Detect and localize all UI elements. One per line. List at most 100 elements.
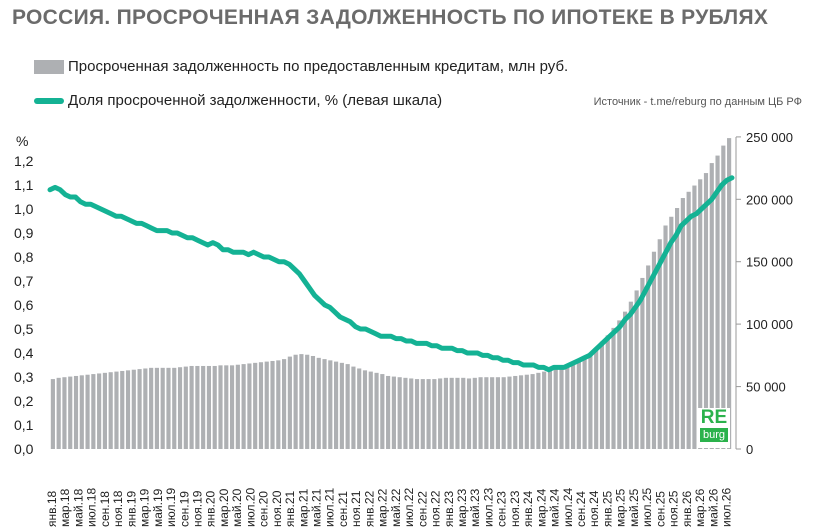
bar-mark — [466, 378, 472, 449]
bar-mark — [282, 359, 287, 449]
bar-mark — [582, 356, 587, 449]
legend-item-bars: Просроченная задолженность по предоставл… — [34, 58, 568, 75]
bar-mark — [189, 365, 194, 449]
x-tick-label: сен.24 — [574, 491, 588, 527]
x-tick-label: мар.20 — [217, 488, 231, 527]
left-tick-label: 1,2 — [14, 153, 34, 169]
x-tick-label: май.23 — [468, 488, 482, 527]
legend-swatch-line — [34, 97, 64, 104]
bar-mark — [183, 366, 188, 449]
bar-mark — [229, 365, 235, 449]
bar-mark — [651, 251, 657, 449]
bar-mark — [102, 372, 107, 449]
x-tick-label: июл.21 — [323, 488, 337, 527]
x-tick-label: янв.20 — [204, 490, 218, 527]
x-tick-label: июл.22 — [402, 488, 416, 527]
right-tick-label: 150 000 — [746, 255, 793, 270]
chart-title: РОССИЯ. ПРОСРОЧЕННАЯ ЗАДОЛЖЕННОСТЬ ПО ИП… — [12, 6, 769, 29]
bar-mark — [518, 375, 524, 449]
right-tick-label: 100 000 — [746, 317, 793, 332]
bar-mark — [247, 363, 252, 449]
x-tick-label: май.22 — [389, 488, 403, 527]
x-tick-label: мар.19 — [138, 488, 152, 527]
bar-mark — [97, 373, 102, 449]
bar-mark — [334, 361, 339, 449]
bar-mark — [299, 354, 304, 449]
bar-mark — [339, 362, 344, 449]
bar-mark — [108, 372, 113, 449]
x-tick-label: янв.18 — [45, 490, 59, 527]
bar-mark — [310, 355, 316, 449]
bar-mark — [513, 375, 518, 449]
bar-mark — [235, 364, 240, 449]
bar-mark — [131, 369, 136, 449]
bar-mark — [698, 179, 703, 450]
bar-mark — [125, 370, 131, 449]
x-tick-label: мар.26 — [693, 488, 707, 527]
bar-mark — [455, 377, 460, 449]
bar-mark — [599, 341, 605, 449]
x-tick-label: ноя.18 — [111, 490, 125, 527]
bar-mark — [68, 376, 73, 449]
bar-mark — [617, 320, 622, 449]
bar-mark — [709, 163, 714, 449]
bar-mark — [449, 377, 454, 449]
x-tick-label: май.26 — [706, 488, 720, 527]
bar-mark — [588, 352, 593, 449]
x-tick-label: май.25 — [627, 488, 641, 527]
x-tick-label: янв.21 — [283, 490, 297, 527]
bar-mark — [322, 359, 327, 449]
bar-mark — [686, 191, 691, 450]
x-tick-label: ноя.22 — [429, 490, 443, 527]
bar-mark — [276, 360, 281, 449]
bar-mark — [727, 138, 732, 449]
left-tick-label: 0,0 — [14, 441, 34, 457]
x-tick-label: янв.25 — [601, 490, 615, 527]
x-tick-label: сен.21 — [336, 491, 350, 527]
x-tick-label: сен.18 — [98, 491, 112, 527]
x-tick-label: май.21 — [310, 488, 324, 527]
bar-mark — [640, 277, 645, 449]
bar-mark — [62, 377, 67, 449]
bar-mark — [605, 335, 610, 449]
x-tick-label: сен.25 — [653, 491, 667, 527]
left-tick-label: 0,1 — [14, 417, 34, 433]
left-tick-label: 1,0 — [14, 201, 34, 217]
bar-mark — [703, 173, 709, 449]
bar-mark — [154, 367, 159, 449]
left-axis-unit: % — [16, 133, 28, 149]
bar-mark — [206, 365, 212, 449]
bar-mark — [553, 369, 558, 449]
bar-mark — [507, 376, 512, 449]
bar-mark — [438, 378, 443, 449]
bar-mark — [264, 361, 269, 449]
bar-mark — [212, 365, 217, 449]
bar-mark — [646, 265, 651, 449]
bar-mark — [357, 368, 362, 449]
x-tick-label: май.18 — [72, 488, 86, 527]
bar-mark — [224, 365, 229, 449]
bar-mark — [149, 367, 154, 449]
x-tick-label: май.24 — [548, 488, 562, 527]
x-tick-label: ноя.21 — [349, 490, 363, 527]
bar-mark — [316, 357, 321, 449]
bar-mark — [374, 372, 379, 449]
bar-mark — [414, 379, 420, 449]
bar-mark — [409, 378, 414, 449]
legend-label-line: Доля просроченной задолженности, % (лева… — [68, 92, 443, 109]
left-tick-label: 0,3 — [14, 369, 34, 385]
right-tick-label: 50 000 — [746, 380, 786, 395]
bar-mark — [669, 216, 674, 449]
left-tick-label: 0,8 — [14, 249, 34, 265]
x-tick-label: июл.26 — [720, 488, 734, 527]
left-tick-label: 0,4 — [14, 345, 34, 361]
x-tick-label: сен.22 — [415, 491, 429, 527]
bar-mark — [501, 377, 506, 449]
bar-mark — [386, 375, 391, 449]
x-tick-label: мар.25 — [614, 488, 628, 527]
bar-mark — [79, 375, 84, 449]
reburg-logo: RE burg — [698, 408, 730, 448]
bar-mark — [137, 369, 142, 449]
bar-mark — [657, 239, 662, 449]
x-tick-label: сен.23 — [495, 491, 509, 527]
